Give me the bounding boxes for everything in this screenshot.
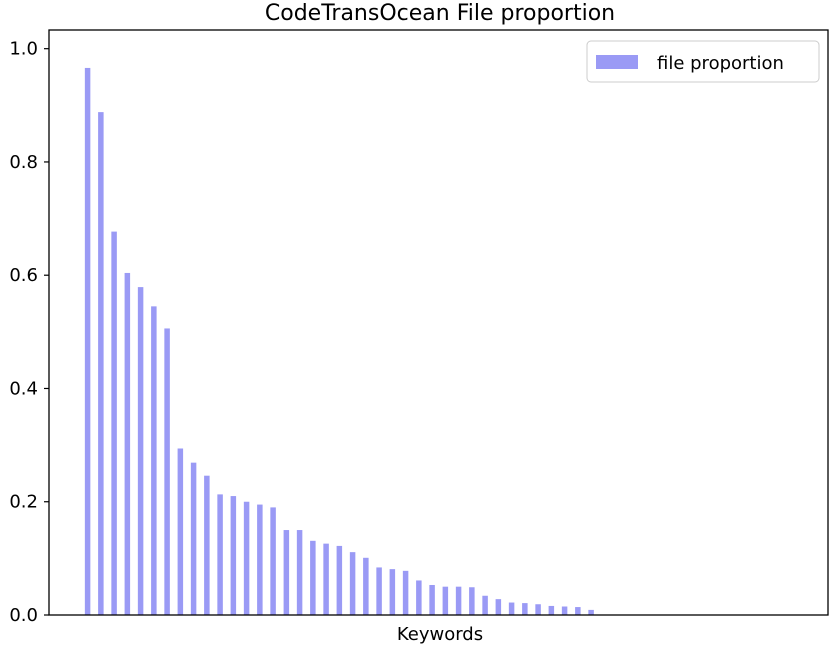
- bar: [561, 606, 568, 615]
- legend-swatch: [596, 55, 638, 69]
- bar: [349, 552, 356, 615]
- bar: [151, 306, 157, 615]
- bar: [283, 530, 290, 615]
- bar: [495, 599, 502, 615]
- bar: [230, 496, 237, 615]
- bar: [336, 545, 343, 615]
- y-tick-label: 1.0: [9, 39, 38, 60]
- bar: [204, 475, 210, 615]
- bar: [548, 605, 555, 615]
- bar: [243, 501, 250, 615]
- bar: [508, 602, 515, 615]
- bar: [469, 587, 475, 615]
- y-tick-label: 0.6: [9, 265, 38, 286]
- y-tick-label: 0.0: [9, 605, 38, 626]
- bar: [429, 584, 435, 615]
- bar: [190, 462, 197, 615]
- bar: [270, 507, 276, 615]
- bar: [323, 543, 329, 615]
- y-axis: 0.0 0.2 0.4 0.6 0.8 1.0: [9, 39, 49, 626]
- bar: [164, 328, 170, 615]
- bar: [257, 504, 263, 615]
- y-tick-label: 0.4: [9, 378, 38, 399]
- legend: file proportion: [586, 40, 820, 83]
- bar: [588, 609, 594, 615]
- bar: [217, 494, 223, 615]
- y-tick-label: 0.8: [9, 152, 38, 173]
- bar: [98, 112, 104, 616]
- bar: [84, 67, 91, 615]
- bar: [402, 570, 409, 615]
- bar: [522, 603, 528, 615]
- bar: [442, 586, 449, 615]
- bar: [296, 530, 303, 615]
- bar-series: [84, 67, 594, 616]
- bar: [310, 540, 316, 615]
- bar: [363, 557, 369, 615]
- x-axis-label: Keywords: [397, 624, 483, 645]
- legend-label: file proportion: [657, 53, 784, 74]
- bar: [124, 272, 131, 615]
- bar: [535, 604, 541, 615]
- bar: [575, 607, 581, 615]
- bar: [389, 569, 396, 615]
- bar: [137, 287, 144, 615]
- plot-frame: [48, 29, 829, 616]
- bar: [111, 231, 117, 616]
- bar: [455, 586, 462, 615]
- bar: [482, 595, 488, 615]
- legend-frame: [586, 40, 820, 83]
- bar: [177, 448, 184, 615]
- bar: [376, 567, 382, 615]
- bar: [416, 580, 422, 615]
- y-tick-label: 0.2: [9, 492, 38, 513]
- chart-title: CodeTransOcean File proportion: [265, 1, 615, 26]
